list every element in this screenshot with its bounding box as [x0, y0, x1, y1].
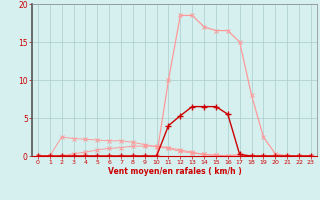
X-axis label: Vent moyen/en rafales ( km/h ): Vent moyen/en rafales ( km/h )	[108, 167, 241, 176]
